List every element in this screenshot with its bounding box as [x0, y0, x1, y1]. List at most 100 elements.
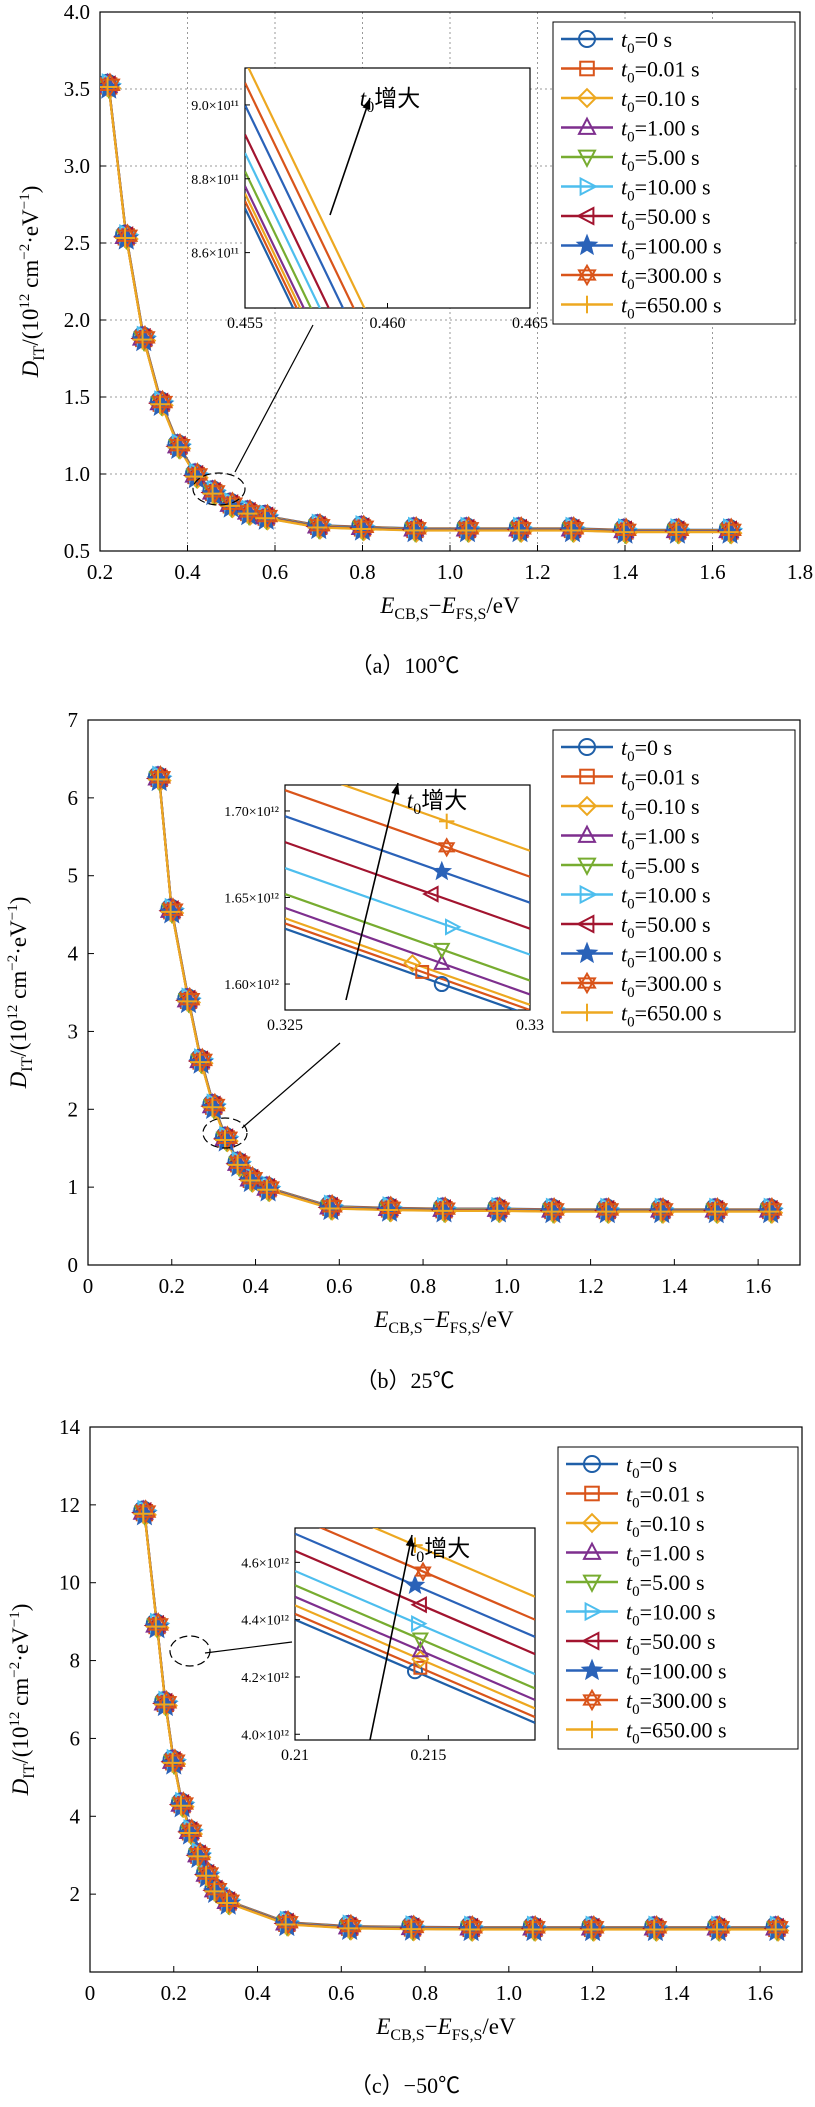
label-part: − — [425, 2014, 438, 2039]
label-part: D — [18, 360, 43, 378]
legend-label: t0=1.00 s — [621, 116, 700, 146]
label-part: 100.00 s — [647, 234, 722, 259]
label-part: 5.00 s — [652, 1570, 705, 1595]
marker-shape — [239, 499, 261, 518]
label-part: t — [621, 57, 628, 82]
inset-series-line — [245, 152, 322, 308]
marker-shape — [488, 1196, 511, 1215]
marker-hexagram — [582, 1688, 602, 1712]
legend-label: t0=5.00 s — [626, 1570, 705, 1600]
marker-shape — [767, 1914, 789, 1934]
marker-plus — [561, 520, 582, 541]
marker-shape — [579, 768, 595, 785]
marker-shape — [147, 1612, 169, 1631]
increase-arrowhead — [405, 1535, 414, 1547]
label-part: 100.00 s — [652, 1659, 727, 1684]
label-part: = — [635, 824, 647, 849]
legend-label: t0=0.10 s — [626, 1511, 705, 1541]
marker-shape — [366, 345, 380, 357]
y-tick-label: 10 — [59, 1571, 80, 1595]
label-part: IT — [19, 1056, 36, 1071]
legend-label: t0=0.01 s — [626, 1482, 705, 1512]
label-part: E — [441, 593, 456, 618]
marker-plus — [403, 396, 418, 411]
label-part: 0 — [627, 926, 635, 942]
label-part: 0 — [627, 956, 635, 972]
inset-series-line — [245, 82, 355, 308]
increase-arrowhead — [391, 783, 400, 795]
x-tick-label: 1.2 — [524, 560, 550, 584]
inset-series-line — [245, 133, 330, 308]
legend-label: t0=0 s — [621, 27, 672, 57]
label-part: 0 — [632, 1614, 640, 1630]
figure-caption: （b）25℃ — [355, 1368, 454, 1393]
marker-triangle-up — [433, 953, 451, 970]
marker-plus — [202, 1097, 223, 1118]
label-part: t — [621, 824, 628, 849]
marker-shape — [100, 72, 121, 91]
marker-shape — [578, 30, 596, 48]
data-layer — [100, 72, 744, 545]
y-tick-label: 4 — [68, 942, 79, 966]
marker-triangle-down — [411, 1632, 429, 1650]
marker-plus — [596, 1201, 617, 1222]
label-part: 12 — [17, 294, 33, 309]
label-part: = — [635, 883, 647, 908]
label-part: /eV — [482, 2014, 516, 2039]
label-part: 0 — [627, 1015, 635, 1031]
inset-data-layer — [245, 68, 418, 411]
marker-shape — [576, 206, 595, 226]
label-part: FS,S — [456, 606, 487, 623]
label-part: t — [621, 116, 628, 141]
marker-shape — [584, 1485, 600, 1502]
inset: 0.455 0.460 0.465 8.6×10¹¹ 8.8×10¹¹ 9.0×10¹¹ t… — [191, 67, 548, 411]
label-part: 0 s — [652, 1452, 677, 1477]
chart-panel: 0 0.2 0.4 0.6 0.8 1.0 1.2 1.4 1.601234567ECB,S−E… — [5, 708, 801, 1393]
label-part: = — [640, 1452, 652, 1477]
label-part: IT — [31, 345, 48, 360]
marker-plus — [456, 520, 477, 541]
y-tick-label: 1 — [68, 1175, 79, 1199]
label-part: t — [626, 1688, 633, 1713]
marker-plus — [583, 1720, 601, 1739]
marker-plus — [439, 813, 455, 830]
label-part: t — [626, 1482, 633, 1507]
label-part: /(10 — [18, 309, 43, 346]
inset-annotation: t0增大 — [410, 1536, 470, 1566]
marker-plus — [705, 1201, 725, 1222]
marker-plus — [578, 1003, 596, 1022]
y-tick-label: 12 — [59, 1493, 80, 1517]
label-part: = — [640, 1482, 652, 1507]
label-part: 50.00 s — [652, 1629, 716, 1654]
label-part: −2 — [5, 955, 21, 971]
marker-shape — [149, 764, 172, 784]
label-part: 0 — [416, 1549, 424, 1566]
label-part: 0 — [632, 1643, 640, 1659]
marker-shape — [169, 432, 191, 452]
legend-label: t0=1.00 s — [621, 824, 700, 854]
legend-label: t0=1.00 s — [626, 1541, 705, 1571]
marker-shape — [582, 1541, 602, 1560]
marker-triangle-down — [577, 857, 597, 876]
increase-arrow — [345, 782, 399, 1001]
inset-y-tick-label: 4.6×10¹² — [241, 1556, 289, 1571]
marker-star — [575, 941, 599, 964]
label-part: 0 — [627, 307, 635, 323]
marker-shape — [414, 1561, 432, 1577]
marker-shape — [366, 341, 380, 353]
y-tick-label: 7 — [68, 708, 79, 732]
marker-shape — [583, 1455, 601, 1473]
label-part: t — [621, 204, 628, 229]
label-part: 0 — [632, 1496, 640, 1512]
legend-label: t0=650.00 s — [621, 293, 722, 323]
marker-shape — [578, 738, 596, 756]
label-part: t — [407, 788, 414, 813]
y-tick-label: 4.0 — [64, 0, 90, 24]
label-part: = — [640, 1718, 652, 1743]
marker-triangle-right — [579, 884, 598, 905]
marker-shape — [411, 1640, 429, 1658]
label-part: 0 — [632, 1732, 640, 1748]
marker-plus — [187, 1846, 208, 1867]
inset-x-tick-label: 0.325 — [267, 1017, 303, 1034]
label-part: t — [626, 1452, 633, 1477]
